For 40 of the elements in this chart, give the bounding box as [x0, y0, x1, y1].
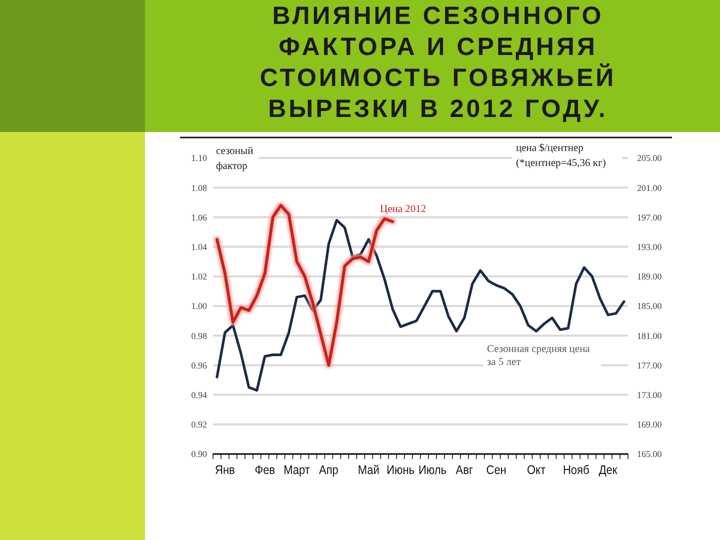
- y2-tick-label: 205.00: [637, 153, 662, 164]
- x-tick-label: Июль: [418, 463, 446, 478]
- x-tick-label: Янв: [215, 463, 235, 478]
- y2-tick-label: 169.00: [637, 420, 662, 430]
- y2-tick-label: 165.00: [637, 449, 662, 460]
- x-tick-label: Фев: [254, 463, 276, 478]
- x-tick-label: Дек: [598, 463, 618, 478]
- x-tick-label: Май: [358, 463, 380, 478]
- y-tick-label: 1.10: [191, 153, 208, 164]
- x-tick-label: Март: [284, 463, 311, 478]
- y-tick-label: 1.08: [191, 182, 208, 193]
- y-tick-label: 1.06: [191, 212, 208, 222]
- y2-tick-label: 177.00: [637, 360, 662, 370]
- line-series: [216, 218, 626, 392]
- y2-axis-title: цена $/центнер (*центнер=45,36 кг): [516, 143, 606, 169]
- x-tick-label: Апр: [319, 463, 339, 478]
- y2-tick-label: 173.00: [637, 390, 662, 400]
- y2-tick-label: 181.00: [637, 330, 662, 341]
- y-tick-label: 0.92: [191, 420, 207, 430]
- y-tick-label: 0.94: [191, 390, 208, 400]
- text: Сезонная средняя цена за 5 лет: [487, 344, 590, 368]
- x-tick-label: Июнь: [386, 463, 415, 478]
- x-tick-label: Сен: [486, 463, 506, 478]
- y2-tick-label: 201.00: [637, 182, 662, 193]
- chart-title: ВЛИЯНИЕ СЕЗОННОГО ФАКТОРА И СРЕДНЯЯ СТОИМОСТЬ ГОВЯЖЬЕЙ ВЫРЕЗКИ В 2012 ГОДУ.: [260, 2, 616, 123]
- y-tick-label: 1.00: [191, 301, 208, 312]
- x-tick-label: Нояб: [562, 463, 590, 478]
- y-tick-label: 0.90: [191, 449, 208, 460]
- y-tick-label: 1.02: [191, 272, 207, 282]
- y-axis-title: сезоный фактор: [216, 146, 254, 172]
- y2-tick-label: 193.00: [637, 242, 662, 252]
- y-tick-label: 0.96: [191, 360, 208, 370]
- x-tick-label: Окт: [526, 463, 546, 478]
- y-tick-label: 1.04: [191, 242, 208, 252]
- y2-tick-label: 185.00: [637, 301, 662, 312]
- x-tick-label: Авг: [456, 463, 473, 478]
- y2-tick-label: 189.00: [637, 272, 662, 282]
- y2-tick-label: 197.00: [637, 212, 662, 222]
- series-label: Цена 2012: [380, 204, 426, 215]
- y-tick-label: 0.98: [191, 330, 208, 341]
